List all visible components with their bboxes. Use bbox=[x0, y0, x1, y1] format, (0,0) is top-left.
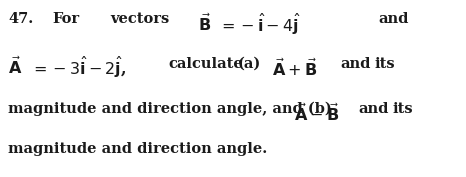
Text: vectors: vectors bbox=[110, 12, 169, 26]
Text: its: its bbox=[374, 57, 395, 71]
Text: and: and bbox=[358, 102, 388, 116]
Text: magnitude and direction angle, and (b): magnitude and direction angle, and (b) bbox=[8, 102, 332, 116]
Text: and: and bbox=[340, 57, 370, 71]
Text: magnitude and direction angle.: magnitude and direction angle. bbox=[8, 142, 267, 156]
Text: (a): (a) bbox=[238, 57, 261, 71]
Text: $\vec{\mathbf{A}}$: $\vec{\mathbf{A}}$ bbox=[8, 56, 22, 78]
Text: 47.: 47. bbox=[8, 12, 33, 26]
Text: calculate: calculate bbox=[168, 57, 243, 71]
Text: and: and bbox=[378, 12, 408, 26]
Text: For: For bbox=[52, 12, 79, 26]
Text: $\vec{\mathbf{A}} - \vec{\mathbf{B}}$: $\vec{\mathbf{A}} - \vec{\mathbf{B}}$ bbox=[294, 103, 339, 125]
Text: its: its bbox=[392, 102, 412, 116]
Text: $= -\hat{\mathbf{i}} - 4\hat{\mathbf{j}}$: $= -\hat{\mathbf{i}} - 4\hat{\mathbf{j}}… bbox=[218, 12, 301, 36]
Text: $= -3\hat{\mathbf{i}} - 2\hat{\mathbf{j}}$,: $= -3\hat{\mathbf{i}} - 2\hat{\mathbf{j}… bbox=[30, 55, 126, 79]
Text: $\vec{\mathbf{A}} + \vec{\mathbf{B}}$: $\vec{\mathbf{A}} + \vec{\mathbf{B}}$ bbox=[272, 58, 317, 80]
Text: $\vec{\mathbf{B}}$: $\vec{\mathbf{B}}$ bbox=[198, 13, 211, 35]
